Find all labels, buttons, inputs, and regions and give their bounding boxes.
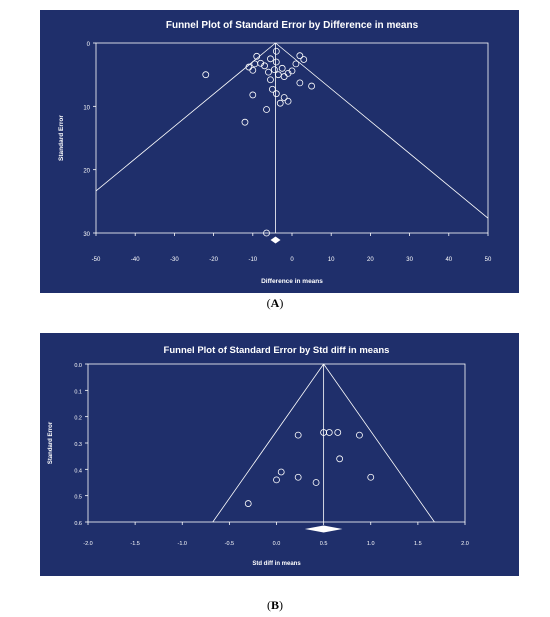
data-point [292,60,300,68]
data-point [276,99,284,107]
data-point [325,429,333,436]
data-point [272,47,280,55]
funnel-plot-b: Funnel Plot of Standard Error by Std dif… [40,333,519,576]
data-point [251,60,259,68]
caption-b: (B) [266,598,283,612]
x-tick-label: 0 [290,257,294,263]
y-tick-label: 0.4 [74,468,82,474]
data-point [336,455,344,463]
x-tick-label: 1.5 [414,541,422,547]
data-point [294,431,302,439]
y-tick-label: 0.5 [74,495,82,501]
x-tick-label: -40 [131,257,140,263]
y-tick-label: 10 [83,105,90,111]
y-tick-label: 0 [87,42,91,48]
x-tick-label: 1.0 [367,541,375,547]
data-point [261,62,268,70]
data-point [278,64,286,72]
x-tick-label: -1.0 [178,541,187,547]
y-tick-label: 30 [83,232,90,238]
funnel-plot-a: Funnel Plot of Standard Error by Differe… [40,10,519,293]
data-point [253,52,261,60]
data-point [272,90,280,98]
x-tick-label: 0.5 [320,541,328,547]
x-tick-label: 0.0 [273,541,281,547]
y-axis-label: Standard Error [58,115,65,161]
x-tick-label: -1.5 [130,541,139,547]
data-point [277,468,285,476]
data-point [263,229,270,237]
chart-title: Funnel Plot of Standard Error by Std dif… [164,345,390,356]
data-point [308,82,316,90]
x-tick-label: 50 [485,257,492,263]
x-axis-label: Std diff in means [252,561,301,567]
x-tick-label: -10 [248,257,257,263]
summary-diamond [270,236,281,244]
data-point [249,91,257,99]
data-point [312,479,320,486]
data-point [267,55,274,63]
x-tick-label: -30 [170,257,179,263]
data-point [202,71,210,79]
data-point [270,66,278,73]
data-point [367,473,375,481]
y-tick-label: 0.2 [74,416,82,422]
y-tick-label: 0.3 [74,442,82,448]
x-axis-label: Difference in means [261,278,323,285]
x-tick-label: 40 [445,257,452,263]
x-tick-label: 30 [406,257,413,263]
caption-b-label: B [270,598,279,612]
plot-frame [87,363,466,523]
data-point [272,58,280,66]
data-point [268,85,276,93]
y-tick-label: 20 [83,169,90,175]
data-point [267,76,274,84]
data-point [288,67,296,75]
x-tick-label: -2.0 [83,541,92,547]
x-tick-label: -20 [209,257,218,263]
data-point [263,106,270,113]
data-point [356,431,363,439]
caption-a-label: A [270,296,280,310]
data-point [296,79,304,87]
data-point [244,500,252,507]
x-tick-label: -50 [92,257,101,263]
data-point [300,56,308,63]
caption-a: (A) [266,296,284,310]
funnel-plot-a-svg: Funnel Plot of Standard Error by Differe… [58,20,492,285]
data-point [280,73,288,80]
data-point [273,476,280,484]
data-point [249,66,257,74]
data-point [241,118,249,126]
funnel-right-limit [275,42,489,219]
data-point [334,429,342,436]
y-axis-label: Standard Error [48,421,54,464]
x-tick-label: 2.0 [461,541,469,547]
chart-title: Funnel Plot of Standard Error by Differe… [166,20,419,31]
x-tick-label: 10 [328,257,335,263]
y-tick-label: 0.0 [74,363,82,369]
funnel-plot-b-svg: Funnel Plot of Standard Error by Std dif… [48,345,469,567]
funnel-left-limit [212,363,324,523]
data-point [294,473,302,481]
data-point [265,68,272,76]
x-tick-label: 20 [367,257,374,263]
data-point [280,94,288,101]
x-tick-label: -0.5 [225,541,234,547]
data-point [274,71,282,79]
data-point [296,52,304,60]
y-tick-label: 0.1 [74,389,82,395]
funnel-right-limit [323,363,435,523]
plot-frame [95,42,489,234]
summary-diamond [304,525,343,533]
y-tick-label: 0.6 [74,521,82,527]
funnel-left-limit [95,42,276,192]
data-point [284,97,292,105]
